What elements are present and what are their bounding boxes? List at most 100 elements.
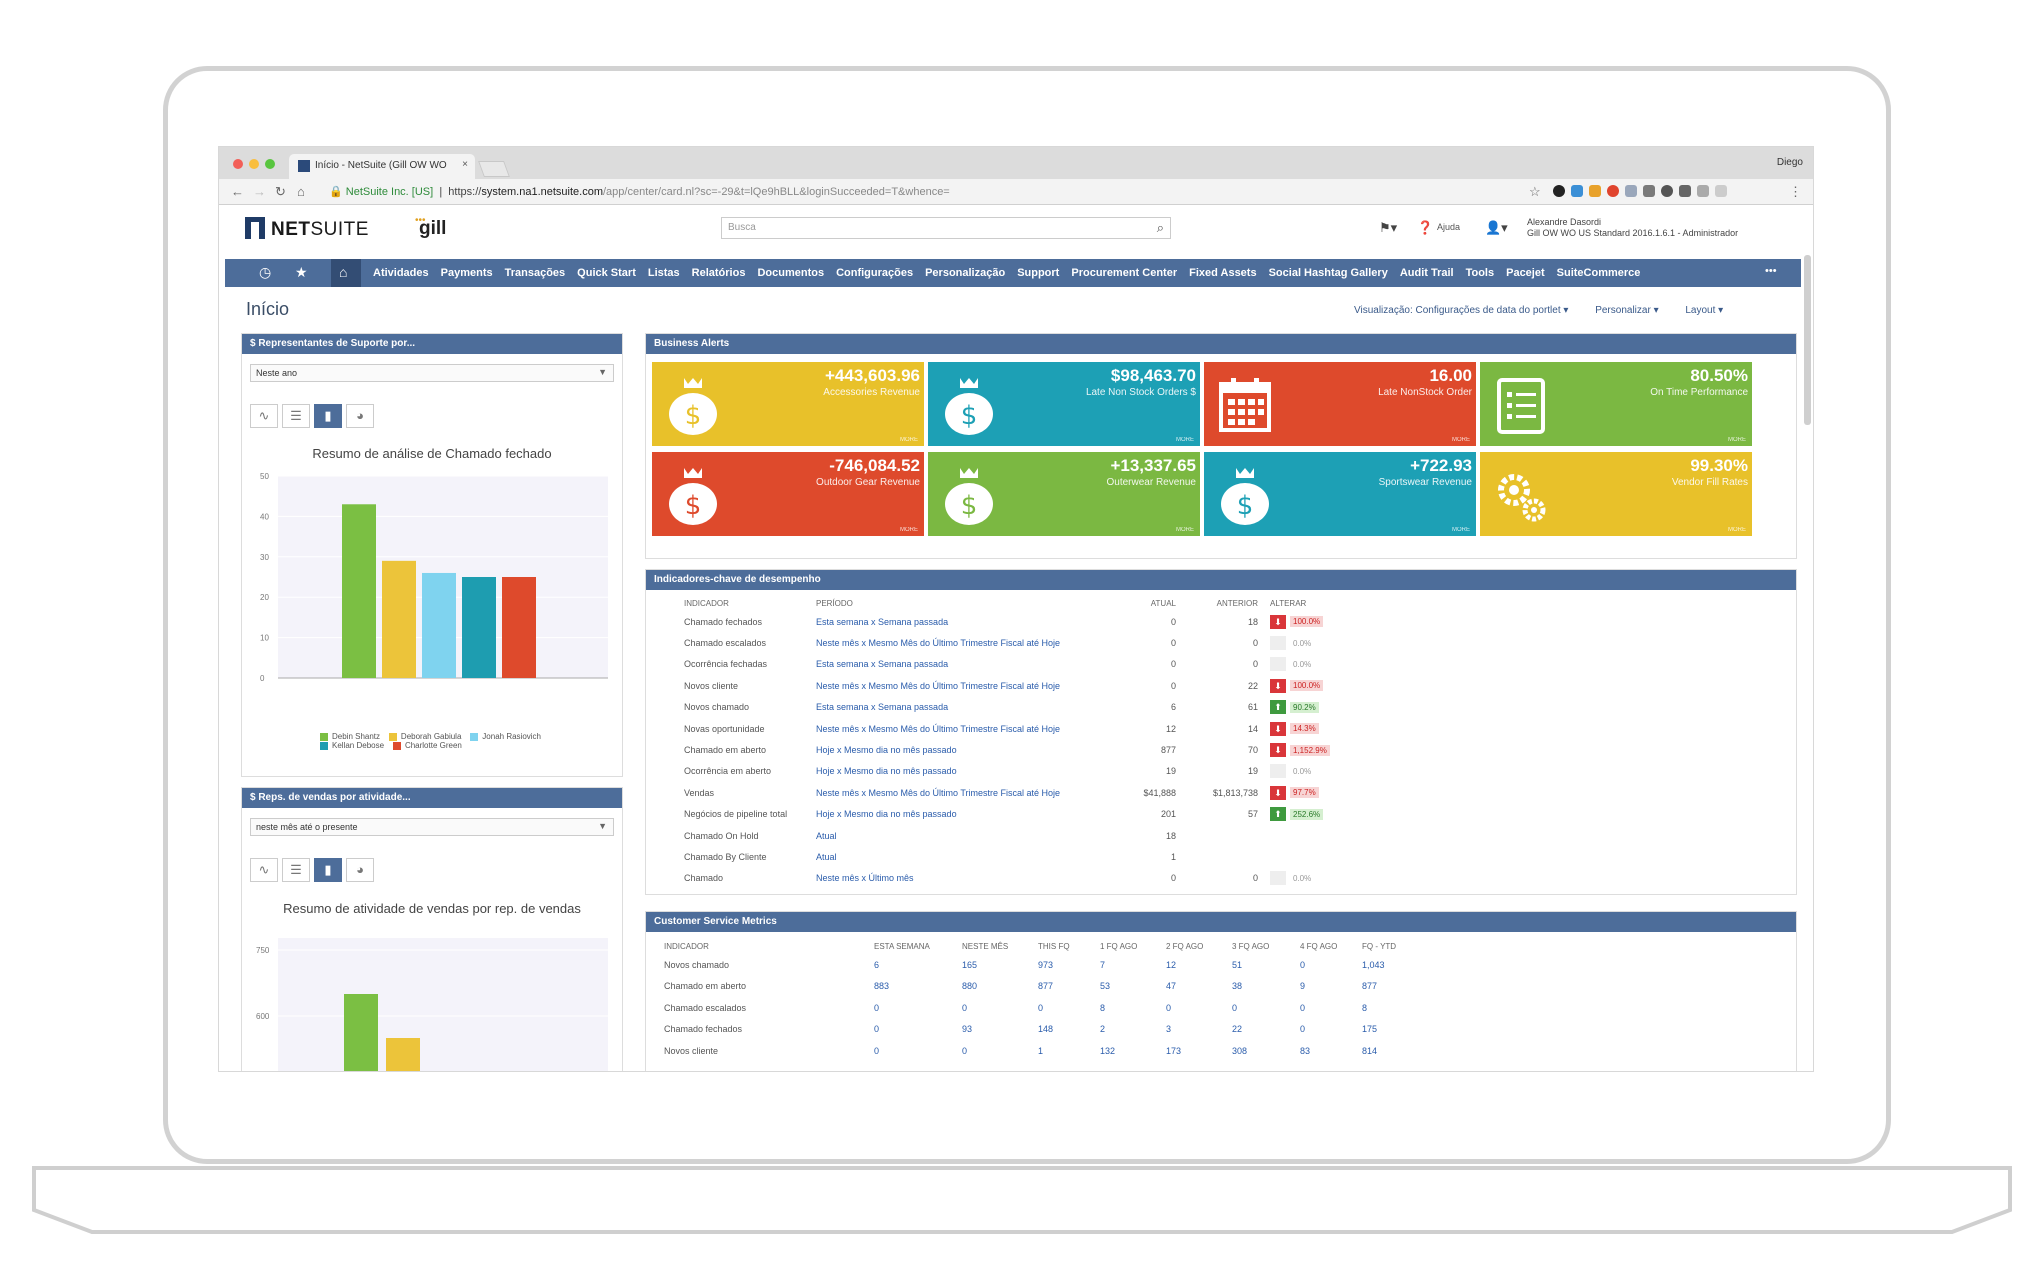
period-link[interactable]: Neste mês x Mesmo Mês do Último Trimestr… xyxy=(816,680,1061,691)
column-chart-icon[interactable]: ▮ xyxy=(314,404,342,428)
forward-icon[interactable]: → xyxy=(253,184,266,199)
metric-link[interactable]: 877 xyxy=(1362,981,1378,992)
metric-link[interactable]: 814 xyxy=(1362,1045,1378,1056)
period-link[interactable]: Neste mês x Mesmo Mês do Último Trimestr… xyxy=(816,723,1061,734)
extension-icon[interactable] xyxy=(1625,185,1637,197)
recent-icon[interactable]: ◷ xyxy=(259,264,272,280)
portlet-title[interactable]: Customer Service Metrics xyxy=(646,912,1796,932)
alert-tile[interactable]: $ +13,337.65 Outerwear Revenue MORE xyxy=(928,452,1200,536)
metric-link[interactable]: 883 xyxy=(874,981,890,992)
global-search-input[interactable]: Busca ⌕ xyxy=(721,217,1171,239)
more-menu-icon[interactable]: ••• xyxy=(1765,265,1777,277)
period-link[interactable]: Esta semana x Semana passada xyxy=(816,659,949,670)
metric-link[interactable]: 880 xyxy=(962,981,978,992)
search-icon[interactable]: ⌕ xyxy=(1156,220,1164,235)
menu-item[interactable]: Support xyxy=(1017,267,1060,279)
metric-link[interactable]: 1 xyxy=(1038,1045,1044,1056)
home-icon[interactable]: ⌂ xyxy=(297,184,305,199)
horizontal-bar-icon[interactable]: ☰ xyxy=(282,404,310,428)
portlet-title[interactable]: Business Alerts xyxy=(646,334,1796,354)
alert-more-link[interactable]: MORE xyxy=(900,437,918,443)
alert-tile[interactable]: 16.00 Late NonStock Order MORE xyxy=(1204,362,1476,446)
period-link[interactable]: Neste mês x Mesmo Mês do Último Trimestr… xyxy=(816,787,1061,798)
maximize-window-button[interactable] xyxy=(265,159,275,169)
alert-more-link[interactable]: MORE xyxy=(1728,437,1746,443)
column-chart-icon[interactable]: ▮ xyxy=(314,858,342,882)
favorites-star-icon[interactable]: ★ xyxy=(295,264,308,280)
metric-link[interactable]: 47 xyxy=(1166,981,1177,992)
menu-item[interactable]: Documentos xyxy=(757,267,825,279)
metric-link[interactable]: 0 xyxy=(1300,959,1306,970)
period-select[interactable]: neste mês até o presente ▼ xyxy=(250,818,614,836)
alert-more-link[interactable]: MORE xyxy=(1452,437,1470,443)
metric-link[interactable]: 9 xyxy=(1300,981,1306,992)
metric-link[interactable]: 0 xyxy=(1038,1002,1044,1013)
metric-link[interactable]: 8 xyxy=(1362,1002,1368,1013)
menu-item[interactable]: Atividades xyxy=(373,267,429,279)
extension-icon[interactable] xyxy=(1607,185,1619,197)
view-settings-link[interactable]: Visualização: Configurações de data do p… xyxy=(1354,305,1569,316)
extension-icon[interactable] xyxy=(1589,185,1601,197)
personalize-link[interactable]: Personalizar ▾ xyxy=(1595,305,1659,316)
metric-link[interactable]: 0 xyxy=(874,1045,880,1056)
metric-link[interactable]: 3 xyxy=(1166,1024,1172,1035)
alert-more-link[interactable]: MORE xyxy=(1176,437,1194,443)
alert-more-link[interactable]: MORE xyxy=(1176,527,1194,533)
bookmark-star-icon[interactable]: ☆ xyxy=(1529,184,1541,199)
close-window-button[interactable] xyxy=(233,159,243,169)
extension-icon[interactable] xyxy=(1661,185,1673,197)
user-avatar-icon[interactable]: 👤▾ xyxy=(1485,220,1508,235)
metric-link[interactable]: 6 xyxy=(874,959,880,970)
metric-link[interactable]: 22 xyxy=(1232,1024,1243,1035)
period-link[interactable]: Esta semana x Semana passada xyxy=(816,616,949,627)
extension-icon[interactable] xyxy=(1571,185,1583,197)
menu-item[interactable]: Listas xyxy=(647,267,680,279)
alert-more-link[interactable]: MORE xyxy=(900,527,918,533)
pie-chart-icon[interactable]: ◕ xyxy=(346,858,374,882)
period-link[interactable]: Hoje x Mesmo dia no mês passado xyxy=(816,745,957,756)
menu-item[interactable]: Procurement Center xyxy=(1071,267,1178,279)
period-link[interactable]: Neste mês x Mesmo Mês do Último Trimestr… xyxy=(816,638,1061,649)
pie-chart-icon[interactable]: ◕ xyxy=(346,404,374,428)
layout-link[interactable]: Layout ▾ xyxy=(1685,305,1724,316)
period-link[interactable]: Atual xyxy=(816,830,837,841)
period-link[interactable]: Atual xyxy=(816,851,837,862)
home-tab[interactable]: ⌂ xyxy=(331,259,361,287)
alert-more-link[interactable]: MORE xyxy=(1452,527,1470,533)
menu-item[interactable]: Social Hashtag Gallery xyxy=(1268,267,1388,279)
metric-link[interactable]: 83 xyxy=(1300,1045,1311,1056)
metric-link[interactable]: 0 xyxy=(1166,1002,1172,1013)
alert-tile[interactable]: $ -746,084.52 Outdoor Gear Revenue MORE xyxy=(652,452,924,536)
portlet-title[interactable]: Indicadores-chave de desempenho xyxy=(646,570,1796,590)
menu-item[interactable]: Tools xyxy=(1465,267,1495,279)
metric-link[interactable]: 0 xyxy=(962,1045,968,1056)
metric-link[interactable]: 877 xyxy=(1038,981,1054,992)
metric-link[interactable]: 165 xyxy=(962,959,978,970)
alert-tile[interactable]: $ $98,463.70 Late Non Stock Orders $ MORE xyxy=(928,362,1200,446)
profile-name[interactable]: Diego xyxy=(1776,157,1803,168)
new-tab-button[interactable] xyxy=(478,161,510,177)
menu-item[interactable]: Payments xyxy=(440,267,493,279)
period-link[interactable]: Hoje x Mesmo dia no mês passado xyxy=(816,766,957,777)
netsuite-logo[interactable]: NETSUITE xyxy=(271,219,369,240)
metric-link[interactable]: 0 xyxy=(1232,1002,1238,1013)
portlet-title[interactable]: $ Reps. de vendas por atividade... xyxy=(242,788,622,808)
portlet-title[interactable]: $ Representantes de Suporte por... xyxy=(242,334,622,354)
extension-icon[interactable] xyxy=(1697,185,1709,197)
metric-link[interactable]: 8 xyxy=(1100,1002,1106,1013)
tab-close-icon[interactable]: × xyxy=(462,159,468,170)
reload-icon[interactable]: ↻ xyxy=(275,184,286,199)
metric-link[interactable]: 12 xyxy=(1166,959,1177,970)
extension-icon[interactable] xyxy=(1643,185,1655,197)
metric-link[interactable]: 0 xyxy=(874,1024,880,1035)
period-link[interactable]: Hoje x Mesmo dia no mês passado xyxy=(816,809,957,820)
metric-link[interactable]: 1,043 xyxy=(1362,959,1385,970)
recent-records-icon[interactable]: ⚑▾ xyxy=(1379,220,1398,235)
metric-link[interactable]: 0 xyxy=(1300,1002,1306,1013)
extension-icon[interactable] xyxy=(1553,185,1565,197)
alert-more-link[interactable]: MORE xyxy=(1728,527,1746,533)
metric-link[interactable]: 175 xyxy=(1362,1024,1378,1035)
metric-link[interactable]: 173 xyxy=(1166,1045,1182,1056)
line-chart-icon[interactable]: ∿ xyxy=(250,404,278,428)
metric-link[interactable]: 2 xyxy=(1100,1024,1106,1035)
